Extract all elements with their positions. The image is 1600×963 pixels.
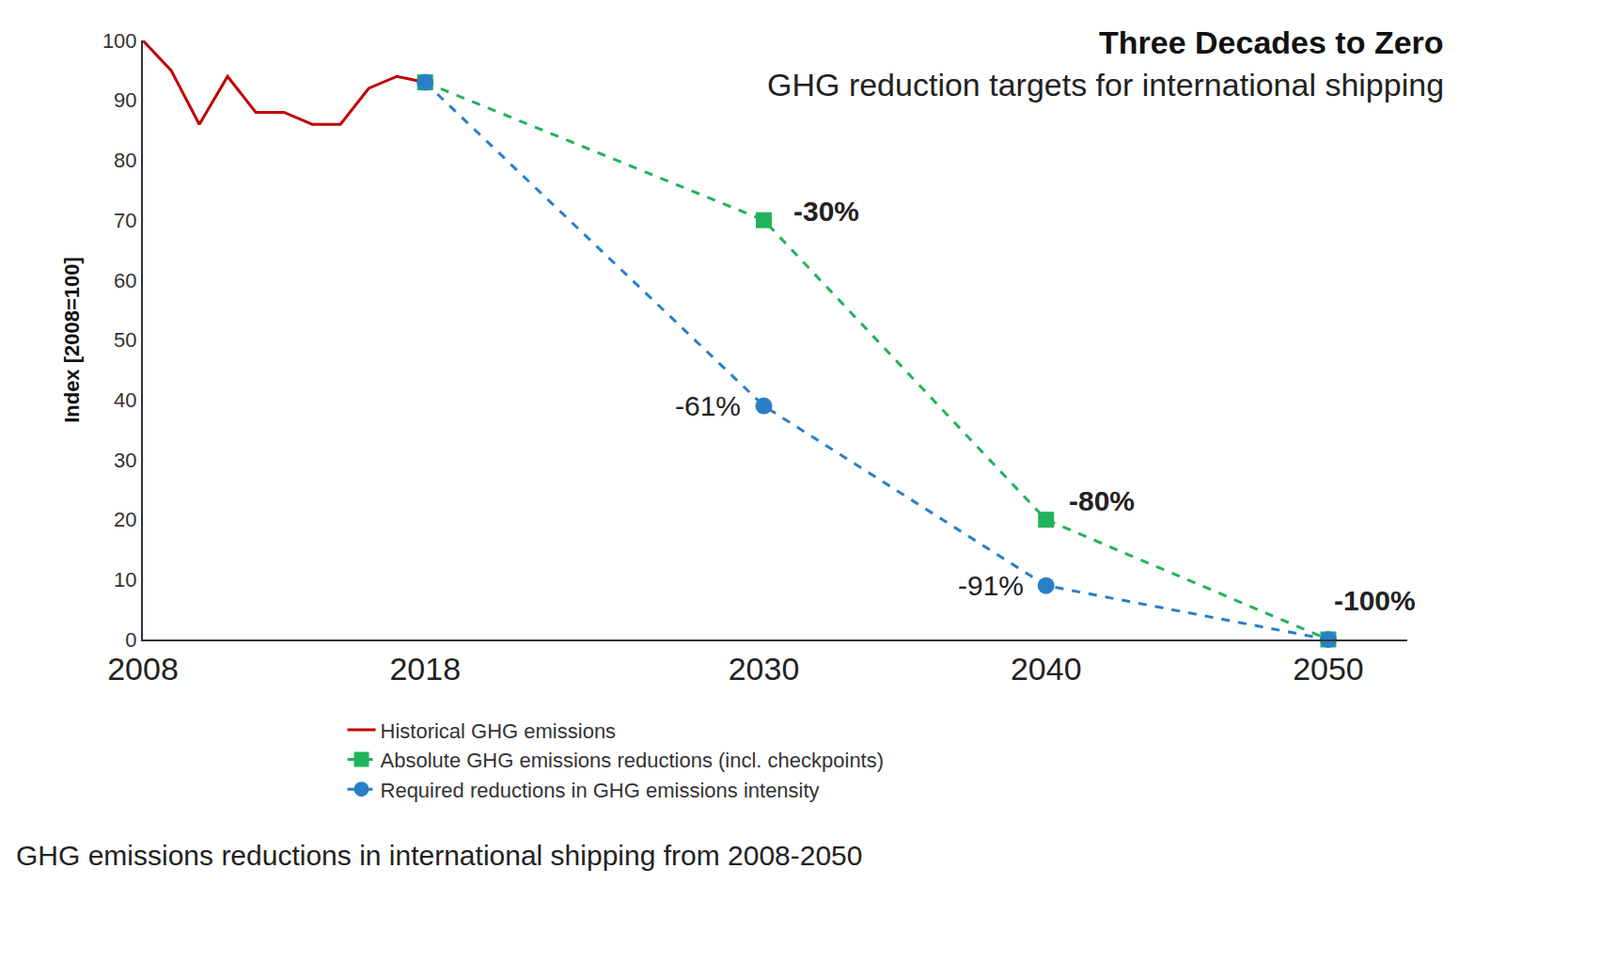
svg-text:2008: 2008 — [107, 650, 179, 687]
svg-text:0: 0 — [125, 627, 137, 652]
svg-text:60: 60 — [113, 268, 137, 293]
svg-text:GHG reduction targets for inte: GHG reduction targets for international … — [767, 66, 1444, 103]
svg-text:-100%: -100% — [1333, 584, 1416, 616]
svg-text:80: 80 — [113, 148, 137, 173]
svg-text:-61%: -61% — [674, 390, 741, 422]
svg-text:2040: 2040 — [1010, 650, 1083, 687]
svg-text:-80%: -80% — [1068, 485, 1135, 517]
svg-text:-30%: -30% — [793, 195, 860, 227]
svg-text:40: 40 — [113, 388, 137, 412]
svg-text:GHG emissions reductions in in: GHG emissions reductions in internationa… — [15, 839, 863, 871]
svg-text:100: 100 — [102, 29, 138, 53]
svg-text:Index [2008=100]: Index [2008=100] — [60, 256, 84, 424]
svg-text:50: 50 — [113, 328, 137, 352]
svg-text:2030: 2030 — [728, 650, 800, 687]
svg-text:Absolute GHG emissions reducti: Absolute GHG emissions reductions (incl.… — [380, 748, 885, 772]
svg-text:Historical GHG emissions: Historical GHG emissions — [380, 719, 617, 743]
svg-text:20: 20 — [113, 507, 137, 532]
svg-text:-91%: -91% — [957, 569, 1024, 601]
svg-text:Required reductions in GHG emi: Required reductions in GHG emissions int… — [380, 778, 820, 802]
svg-text:90: 90 — [113, 88, 137, 112]
svg-text:2050: 2050 — [1292, 650, 1365, 687]
svg-text:Three Decades to Zero: Three Decades to Zero — [1098, 24, 1444, 61]
svg-text:30: 30 — [113, 448, 137, 472]
svg-text:70: 70 — [113, 208, 137, 233]
svg-text:10: 10 — [113, 567, 137, 592]
svg-text:2018: 2018 — [389, 650, 461, 687]
